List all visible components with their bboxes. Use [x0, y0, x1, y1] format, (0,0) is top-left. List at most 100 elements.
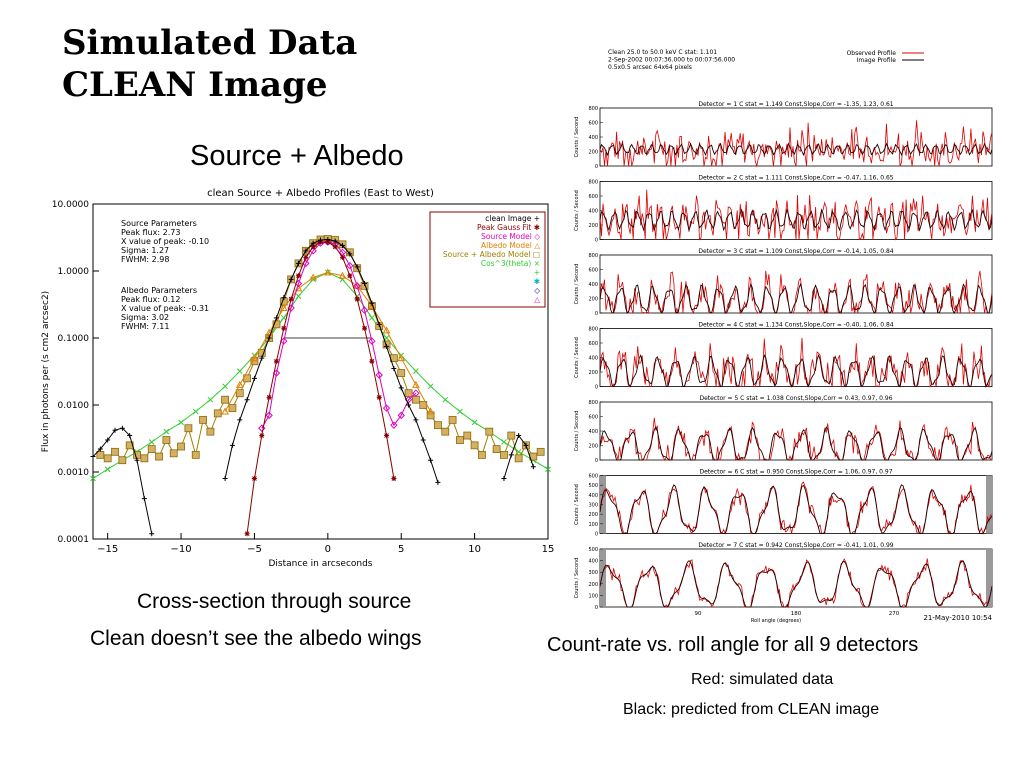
x-tick-label: 270 [889, 611, 900, 617]
y-tick-label: 400 [588, 356, 598, 362]
observed-profile-line [599, 189, 993, 241]
series-albedo-model [221, 268, 435, 415]
data-point [340, 254, 346, 260]
y-tick-label: 200 [588, 512, 598, 518]
data-point [376, 321, 382, 327]
y-tick-label: 800 [588, 180, 598, 186]
data-point [229, 442, 235, 448]
data-point [456, 436, 464, 444]
legend-entry: ◇ [534, 286, 540, 295]
data-point [184, 424, 193, 433]
data-point [390, 421, 398, 429]
y-tick-label: 600 [588, 415, 598, 421]
left-caption-2: Clean doesn’t see the albedo wings [90, 627, 422, 650]
data-point [368, 301, 376, 310]
data-point [118, 456, 127, 465]
observed-profile-line [599, 120, 993, 168]
y-tick-label: 200 [588, 223, 598, 229]
x-tick-label: −10 [171, 544, 192, 555]
panel-title: Detector = 3 C stat = 1.109 Const,Slope,… [698, 248, 893, 255]
chart-title: clean Source + Albedo Profiles (East to … [207, 188, 434, 199]
data-point [463, 431, 472, 440]
y-tick-label: 800 [588, 327, 598, 333]
data-point [221, 407, 229, 415]
series-peak-gauss-fit [244, 239, 397, 537]
x-tick-label: 90 [695, 611, 702, 617]
x-tick-label: 5 [398, 544, 404, 555]
y-tick-label: 0 [595, 385, 598, 391]
legend-entry: + [534, 268, 540, 277]
y-tick-label: 0 [595, 605, 598, 611]
data-point [382, 326, 391, 334]
data-point [448, 415, 457, 424]
data-point [353, 282, 361, 290]
legend-entry: Observed Profile [847, 50, 897, 57]
data-point [500, 450, 508, 459]
data-point [295, 293, 302, 300]
data-point [530, 464, 536, 470]
y-tick-label: 800 [588, 253, 598, 259]
data-point [273, 358, 279, 364]
left-caption-1: Cross-section through source [137, 590, 412, 613]
panel-title: Detector = 1 C stat = 1.149 Const,Slope,… [698, 101, 893, 108]
data-point [222, 383, 228, 390]
data-point [162, 436, 171, 444]
data-point [413, 417, 419, 423]
header-line: 0.5x0.5 arcsec 64x64 pixels [608, 64, 692, 71]
data-point [163, 428, 170, 435]
data-point [280, 314, 287, 321]
data-point [382, 404, 391, 412]
data-point [354, 296, 360, 302]
panel-title: Detector = 5 C stat = 1.038 Const,Slope,… [699, 395, 892, 402]
data-point [244, 531, 250, 537]
data-point [442, 396, 449, 403]
panel-edge-shade [600, 549, 606, 607]
annotation-text: Source Parameters [121, 219, 197, 228]
data-point [413, 368, 419, 375]
detector-panel: Detector = 1 C stat = 1.149 Const,Slope,… [574, 101, 993, 170]
data-point [207, 396, 214, 403]
series-source-model [258, 238, 420, 432]
annotation-text: Albedo Parameters [121, 286, 197, 295]
data-point [325, 237, 331, 243]
data-point [191, 450, 200, 459]
y-tick-label: 200 [588, 297, 598, 303]
legend-entry: Image Profile [857, 57, 897, 64]
data-point [404, 389, 413, 398]
data-point [325, 239, 331, 245]
data-point [222, 475, 228, 481]
legend-entry: Peak Gauss Fit ✱ [477, 223, 540, 232]
data-point [303, 254, 309, 260]
legend-box [429, 211, 546, 308]
data-point [97, 446, 103, 452]
header-line: 2-Sep-2002 00:07:36.000 to 00:07:56.000 [608, 57, 735, 64]
data-point [266, 394, 272, 400]
data-point [199, 415, 207, 424]
data-point [90, 454, 96, 460]
y-axis-label: Counts / Second [574, 558, 580, 599]
image-profile-line [599, 560, 993, 608]
data-point [428, 457, 434, 463]
data-point [324, 238, 332, 246]
detector-panels-chart: Clean 25.0 to 50.0 keV C stat: 1.101 2-S… [574, 49, 993, 624]
data-point [338, 271, 347, 279]
legend-entry: △ [534, 295, 540, 304]
data-point [384, 343, 390, 349]
y-tick-label: 0 [595, 164, 598, 170]
y-axis-label: Counts / Second [574, 190, 580, 231]
data-point [426, 411, 435, 420]
data-point [273, 315, 279, 321]
y-axis-label: Flux in photons per (s cm2 arcsec2) [41, 291, 51, 452]
image-profile-line [599, 208, 993, 232]
data-point [427, 383, 434, 390]
data-point [192, 408, 199, 415]
y-tick-label: 200 [588, 370, 598, 376]
y-tick-label: 0 [595, 532, 598, 538]
series-line [261, 241, 417, 429]
data-point [111, 447, 119, 456]
panel-frame [599, 475, 993, 534]
x-tick-label: 180 [791, 611, 802, 617]
image-profile-line [599, 142, 993, 157]
y-tick-label: 300 [588, 503, 598, 509]
data-point [501, 439, 507, 445]
